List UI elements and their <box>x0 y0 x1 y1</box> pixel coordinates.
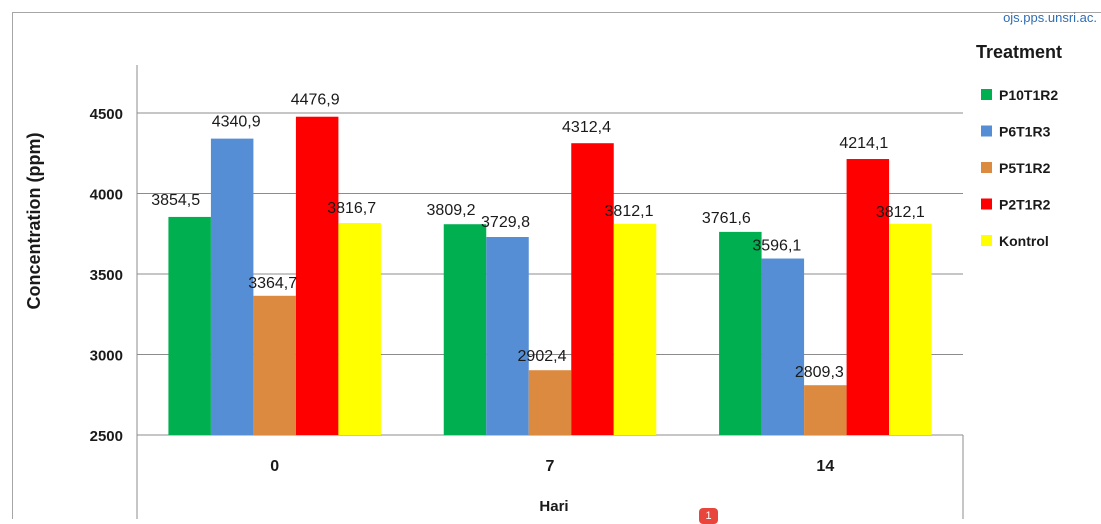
data-label: 4476,9 <box>291 92 340 109</box>
legend-entry: P6T1R3 <box>999 124 1051 140</box>
y-tick-label: 3000 <box>90 348 123 365</box>
legend-title: Treatment <box>976 42 1062 62</box>
bar <box>338 223 381 435</box>
data-label: 3812,1 <box>605 203 654 220</box>
x-tick-label: 14 <box>816 458 834 475</box>
bar <box>571 143 614 435</box>
data-label: 2809,3 <box>795 364 844 381</box>
bar <box>719 231 762 435</box>
y-axis-title: Concentration (ppm) <box>24 133 44 310</box>
y-tick-label: 4000 <box>90 187 123 204</box>
x-tick-label: 7 <box>546 458 555 475</box>
data-label: 4340,9 <box>212 114 261 131</box>
chart-frame: ojs.pps.unsri.ac. <box>12 10 1101 519</box>
data-label: 3809,2 <box>427 202 476 219</box>
data-label: 4214,1 <box>839 135 888 152</box>
data-label: 3761,6 <box>702 210 751 227</box>
legend: Treatment P10T1R2 P6T1R3 P5T1R2 P2T1R2 Kontr… <box>976 42 1062 249</box>
data-labels: 3854,5 4340,9 3364,7 4476,9 3816,7 3809,2 3729… <box>151 92 925 381</box>
bar <box>761 258 805 435</box>
legend-entry: Kontrol <box>999 233 1049 249</box>
data-label: 3816,7 <box>327 200 376 217</box>
x-tick-label: 0 <box>270 458 279 475</box>
bar <box>889 223 932 435</box>
data-label: 2902,4 <box>518 348 567 365</box>
bar <box>486 237 529 435</box>
data-label: 3854,5 <box>151 192 200 209</box>
bar <box>295 116 339 435</box>
legend-swatch <box>981 162 992 173</box>
x-axis-title: Hari <box>539 498 568 515</box>
bar <box>253 295 296 435</box>
data-label: 3812,1 <box>876 204 925 221</box>
bar <box>804 385 847 435</box>
y-tick-label: 3500 <box>90 267 123 284</box>
bars <box>168 116 932 435</box>
legend-entry: P10T1R2 <box>999 87 1058 103</box>
bar <box>210 138 254 435</box>
legend-entry: P2T1R2 <box>999 197 1051 213</box>
bar <box>168 216 211 435</box>
data-label: 3364,7 <box>248 275 297 292</box>
legend-swatch <box>981 89 992 100</box>
data-label: 3729,8 <box>481 214 530 231</box>
y-tick-label: 2500 <box>90 428 123 445</box>
legend-swatch <box>981 125 992 137</box>
bar <box>443 224 487 435</box>
y-tick-label: 4500 <box>90 106 123 123</box>
notification-badge[interactable]: 1 <box>699 508 718 524</box>
bar <box>613 223 657 435</box>
watermark-text: ojs.pps.unsri.ac. <box>1003 10 1097 25</box>
bar <box>528 370 572 435</box>
axes: 2500 3000 3500 4000 4500 0 7 14 <box>90 65 964 519</box>
legend-entry: P5T1R2 <box>999 160 1051 176</box>
legend-swatch <box>981 235 992 246</box>
bar <box>846 159 890 435</box>
legend-swatch <box>981 198 992 210</box>
data-label: 4312,4 <box>562 119 611 136</box>
data-label: 3596,1 <box>752 238 801 255</box>
